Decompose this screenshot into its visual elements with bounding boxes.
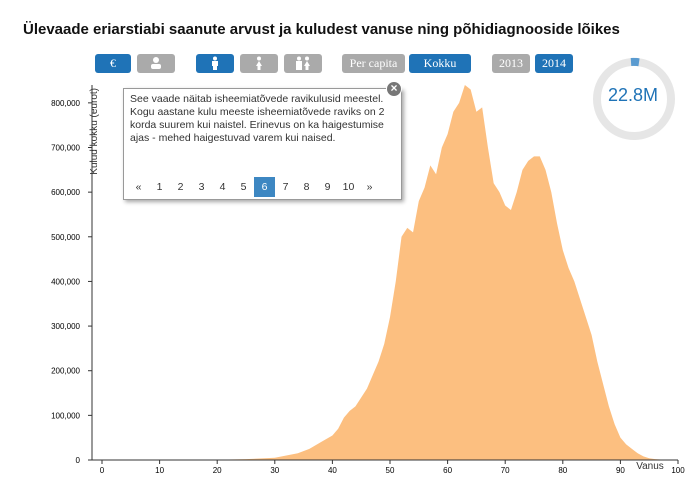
- male-button[interactable]: [196, 54, 234, 73]
- page-link[interactable]: «: [135, 181, 142, 193]
- y-tick-label: 400,000: [51, 277, 80, 286]
- total-value: 22.8M: [607, 85, 659, 105]
- y-tick-label: 200,000: [51, 367, 80, 376]
- x-axis-label: Vanus: [636, 461, 664, 472]
- page-link[interactable]: 9: [324, 181, 331, 193]
- y-tick-label: 100,000: [51, 411, 80, 420]
- x-tick-label: 30: [270, 466, 279, 475]
- tooltip-text: See vaade näitab isheemiatõvede ravikulu…: [130, 93, 385, 144]
- x-tick-label: 40: [328, 466, 337, 475]
- page-link[interactable]: 4: [219, 181, 226, 193]
- area: [217, 85, 667, 460]
- x-tick-label: 90: [616, 466, 625, 475]
- x-tick-label: 20: [213, 466, 222, 475]
- female-button[interactable]: [240, 54, 278, 73]
- y-tick-label: 700,000: [51, 144, 80, 153]
- page-link[interactable]: 10: [342, 181, 355, 193]
- page-link[interactable]: 2: [177, 181, 184, 193]
- y-axis-label: Kulud kokku (eurot): [89, 88, 100, 175]
- x-tick-label: 50: [386, 466, 395, 475]
- x-tick-label: 0: [100, 466, 105, 475]
- total-button[interactable]: Kokku: [409, 54, 471, 73]
- page-link[interactable]: 3: [198, 181, 205, 193]
- page-link[interactable]: 8: [303, 181, 310, 193]
- x-tick-label: 80: [558, 466, 567, 475]
- pagination: « 1 2 3 4 5 6 7 8 9 10 »: [128, 177, 380, 197]
- title: Ülevaade eriarstiabi saanute arvust ja k…: [23, 21, 620, 38]
- euro-button[interactable]: €: [95, 54, 131, 73]
- per-capita-button[interactable]: Per capita: [342, 54, 405, 73]
- y-tick-label: 800,000: [51, 99, 80, 108]
- x-tick-label: 10: [155, 466, 164, 475]
- y-tick-label: 0: [76, 456, 81, 465]
- page-link[interactable]: »: [366, 181, 373, 193]
- page-link[interactable]: 7: [282, 181, 289, 193]
- year-button[interactable]: 2014: [535, 54, 573, 73]
- x-tick-label: 100: [671, 466, 685, 475]
- close-button[interactable]: ×: [386, 81, 402, 97]
- both-button[interactable]: [284, 54, 322, 73]
- x-tick-label: 70: [501, 466, 510, 475]
- y-tick-label: 500,000: [51, 233, 80, 242]
- year-button[interactable]: 2013: [492, 54, 530, 73]
- page-link[interactable]: 6: [254, 177, 275, 197]
- page-link[interactable]: 5: [240, 181, 247, 193]
- donut: [593, 57, 675, 140]
- y-tick-label: 300,000: [51, 322, 80, 331]
- tooltip: See vaade näitab isheemiatõvede ravikulu…: [123, 88, 402, 200]
- people-button[interactable]: [137, 54, 175, 73]
- x-tick-label: 60: [443, 466, 452, 475]
- page-link[interactable]: 1: [156, 181, 163, 193]
- y-tick-label: 600,000: [51, 188, 80, 197]
